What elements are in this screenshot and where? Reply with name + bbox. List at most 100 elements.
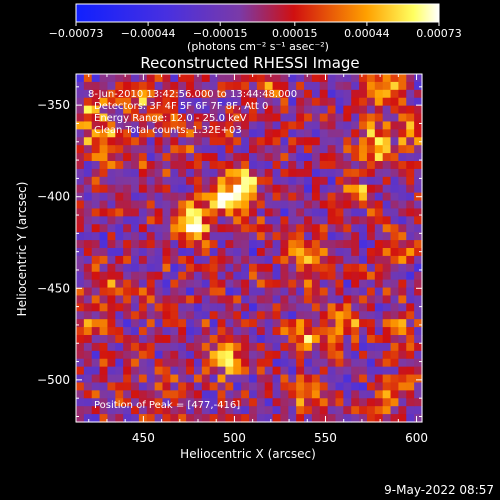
- heatmap-cell: [99, 74, 109, 83]
- heatmap-cell: [335, 176, 344, 186]
- heatmap-cell: [83, 295, 93, 304]
- heatmap-cell: [366, 224, 376, 233]
- heatmap-cell: [272, 121, 282, 130]
- heatmap-cell: [225, 358, 234, 368]
- heatmap-cell: [382, 176, 392, 186]
- heatmap-cell: [327, 89, 337, 99]
- y-tick-label: −400: [37, 190, 70, 204]
- heatmap-cell: [201, 255, 211, 265]
- heatmap-cell: [162, 398, 171, 407]
- heatmap-cell: [414, 121, 423, 130]
- heatmap-cell: [359, 263, 368, 273]
- heatmap-cell: [256, 81, 266, 91]
- heatmap-cell: [201, 121, 211, 130]
- heatmap-cell: [311, 374, 321, 384]
- heatmap-cell: [304, 390, 313, 399]
- heatmap-cell: [359, 350, 368, 360]
- heatmap-cell: [170, 113, 179, 123]
- heatmap-cell: [178, 319, 187, 328]
- heatmap-cell: [304, 255, 313, 265]
- heatmap-cell: [351, 113, 360, 123]
- heatmap-cell: [264, 263, 274, 273]
- colorbar-tick-label: 0.00073: [416, 27, 462, 40]
- heatmap-cell: [414, 263, 423, 273]
- heatmap-cell: [256, 105, 266, 115]
- heatmap-cell: [414, 208, 423, 217]
- heatmap-cell: [280, 319, 289, 328]
- heatmap-cell: [256, 406, 266, 415]
- heatmap-cell: [319, 74, 329, 83]
- heatmap-cell: [272, 382, 282, 391]
- heatmap-cell: [193, 327, 203, 336]
- heatmap-cell: [414, 311, 423, 320]
- heatmap-cell: [351, 208, 360, 217]
- heatmap-cell: [382, 350, 392, 360]
- heatmap-cell: [272, 113, 282, 123]
- heatmap-cell: [186, 295, 195, 304]
- heatmap-cell: [162, 327, 171, 336]
- heatmap-cell: [351, 145, 360, 154]
- heatmap-cell: [123, 74, 132, 83]
- heatmap-cell: [398, 255, 407, 265]
- heatmap-cell: [154, 279, 164, 289]
- heatmap-cell: [390, 184, 400, 194]
- heatmap-cell: [382, 216, 392, 225]
- heatmap-cell: [398, 97, 407, 107]
- heatmap-cell: [217, 374, 227, 384]
- heatmap-cell: [351, 240, 360, 249]
- heatmap-cell: [107, 374, 116, 384]
- heatmap-cell: [319, 398, 329, 407]
- heatmap-cell: [256, 153, 266, 162]
- heatmap-cell: [359, 295, 368, 304]
- heatmap-cell: [83, 398, 93, 407]
- heatmap-cell: [233, 200, 242, 210]
- heatmap-cell: [374, 168, 384, 178]
- heatmap-cell: [304, 208, 313, 217]
- heatmap-cell: [382, 279, 392, 289]
- heatmap-cell: [351, 121, 360, 130]
- heatmap-cell: [107, 168, 116, 178]
- heatmap-cell: [99, 113, 109, 123]
- chart-title: Reconstructed RHESSI Image: [140, 54, 359, 72]
- heatmap-cell: [170, 105, 179, 115]
- heatmap-cell: [256, 311, 266, 320]
- heatmap-cell: [115, 145, 124, 154]
- heatmap-cell: [390, 161, 400, 170]
- heatmap-cell: [390, 153, 400, 162]
- heatmap-cell: [193, 224, 203, 233]
- heatmap-cell: [335, 255, 344, 265]
- heatmap-cell: [351, 374, 360, 384]
- heatmap-cell: [233, 192, 242, 202]
- heatmap-cell: [131, 145, 140, 154]
- heatmap-cell: [138, 342, 148, 352]
- heatmap-cell: [311, 216, 321, 225]
- heatmap-cell: [162, 216, 171, 225]
- heatmap-cell: [193, 137, 203, 146]
- heatmap-cell: [154, 374, 164, 384]
- heatmap-cell: [170, 358, 179, 368]
- heatmap-cell: [256, 303, 266, 312]
- heatmap-cell: [241, 240, 250, 249]
- heatmap-cell: [374, 105, 384, 115]
- heatmap-cell: [178, 358, 187, 368]
- heatmap-cell: [154, 232, 164, 241]
- heatmap-cell: [304, 113, 313, 123]
- heatmap-cell: [406, 271, 415, 281]
- heatmap-cell: [193, 208, 203, 217]
- x-tick-label: 550: [314, 431, 337, 445]
- heatmap-cell: [327, 224, 337, 233]
- heatmap-cell: [154, 97, 164, 107]
- heatmap-cell: [256, 161, 266, 170]
- heatmap-cell: [154, 327, 164, 336]
- heatmap-cell: [249, 184, 258, 194]
- heatmap-cell: [83, 208, 93, 217]
- heatmap-cell: [138, 335, 148, 344]
- heatmap-cell: [359, 342, 368, 352]
- heatmap-cell: [296, 342, 305, 352]
- heatmap-cell: [280, 113, 289, 123]
- heatmap-cell: [256, 176, 266, 186]
- heatmap-cell: [233, 137, 242, 146]
- heatmap-cell: [76, 74, 85, 83]
- heatmap-cell: [193, 161, 203, 170]
- heatmap-cell: [91, 168, 101, 178]
